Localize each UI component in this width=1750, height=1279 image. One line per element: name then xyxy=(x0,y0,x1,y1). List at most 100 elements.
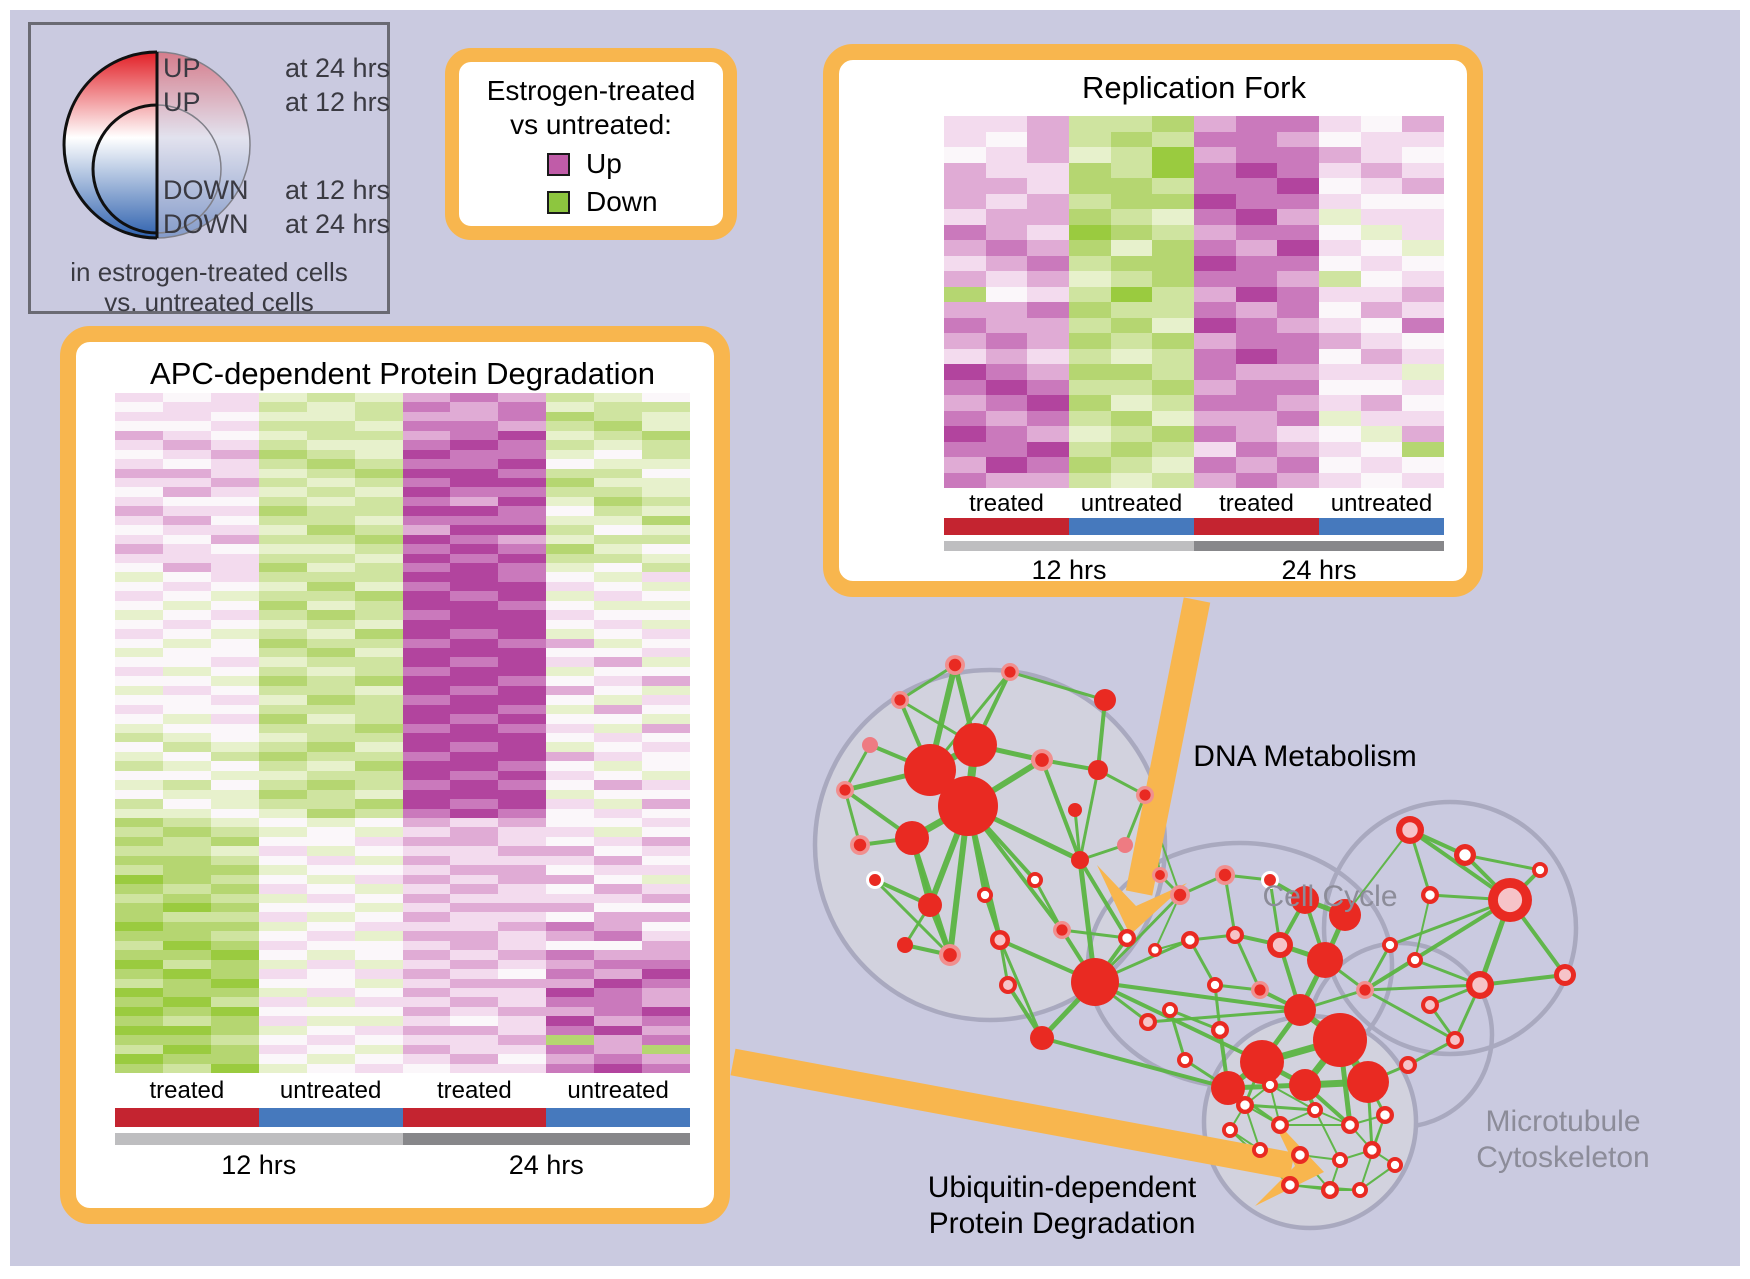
heatmap-cell xyxy=(546,742,595,752)
heatmap-cell xyxy=(450,638,499,648)
heatmap-cell xyxy=(210,789,259,800)
heatmap-cell xyxy=(450,827,499,837)
heatmap-cell xyxy=(1235,364,1278,380)
heatmap-cell xyxy=(210,931,259,941)
time-group-label: 12 hrs xyxy=(1031,555,1107,585)
heatmap-cell xyxy=(642,733,690,743)
heatmap-cell xyxy=(306,921,355,932)
heatmap-cell xyxy=(258,733,307,743)
heatmap-cell xyxy=(1110,457,1153,473)
heatmap-cell xyxy=(354,940,403,951)
heatmap-cell xyxy=(1027,178,1069,194)
heatmap-cell xyxy=(985,441,1028,457)
heatmap-cell xyxy=(594,496,643,507)
heatmap-cell xyxy=(546,836,595,847)
heatmap-cell xyxy=(1277,457,1319,473)
heatmap-cell xyxy=(258,827,307,837)
heatmap-cell xyxy=(546,1044,595,1055)
heatmap-cell xyxy=(1110,224,1153,240)
heatmap-cell xyxy=(642,648,690,658)
heatmap-cell xyxy=(115,714,163,724)
heatmap-cell xyxy=(498,496,547,507)
heatmap-cell xyxy=(1235,209,1278,225)
heatmap-cell xyxy=(162,884,211,894)
heatmap-cell xyxy=(498,818,547,828)
heatmap-cell xyxy=(258,421,307,431)
heatmap-cell xyxy=(354,893,403,903)
heatmap-cell xyxy=(210,808,259,818)
network-node-core xyxy=(1497,887,1523,913)
condition-bar-segment xyxy=(1194,518,1319,535)
heatmap-cell xyxy=(162,459,211,469)
apc-degradation-panel: APC-dependent Protein Degradation treate… xyxy=(60,326,730,1224)
heatmap-cell xyxy=(594,893,643,903)
heatmap-cell xyxy=(546,638,595,648)
network-node-core xyxy=(1450,1035,1460,1045)
heatmap-cell xyxy=(306,988,355,998)
updown-title-line1: Estrogen-treated xyxy=(486,75,696,106)
heatmap-cell xyxy=(402,610,451,620)
heatmap-cell xyxy=(1152,379,1194,395)
heatmap-cell xyxy=(115,893,163,903)
heatmap-cell xyxy=(210,959,259,970)
heatmap-cell xyxy=(594,402,643,412)
heatmap-cell xyxy=(450,591,499,601)
heatmap-cell xyxy=(354,666,403,677)
heatmap-cell xyxy=(210,714,259,724)
heatmap-cell xyxy=(1110,348,1153,364)
heatmap-cell xyxy=(1027,162,1069,178)
heatmap-cell xyxy=(306,978,355,988)
heatmap-cell xyxy=(642,393,690,403)
heatmap-cell xyxy=(162,865,211,875)
network-node xyxy=(1307,942,1343,978)
heatmap-cell xyxy=(402,676,451,686)
network-node-core xyxy=(869,874,881,886)
heatmap-cell xyxy=(354,921,403,932)
heatmap-cell xyxy=(210,563,259,573)
heatmap-cell xyxy=(1319,193,1361,209)
heatmap-cell xyxy=(354,657,403,667)
heatmap-cell xyxy=(306,666,355,677)
heatmap-cell xyxy=(498,1025,547,1036)
heatmap-cell xyxy=(944,131,986,147)
heatmap-cell xyxy=(258,468,307,478)
heatmap-cell xyxy=(1152,147,1194,163)
heatmap-cell xyxy=(1194,131,1236,147)
heatmap-cell xyxy=(594,808,643,818)
heatmap-cell xyxy=(162,648,211,658)
heatmap-cell xyxy=(450,459,499,469)
heatmap-cell xyxy=(402,638,451,648)
heatmap-cell xyxy=(1069,178,1111,194)
heatmap-cell xyxy=(944,255,986,271)
heatmap-cell xyxy=(115,818,163,828)
heatmap-cell xyxy=(1360,302,1403,318)
heatmap-cell xyxy=(594,978,643,988)
scale-caption-line1: in estrogen-treated cells xyxy=(70,257,348,287)
heatmap-cell xyxy=(1194,317,1236,333)
network-node-core xyxy=(943,948,957,962)
heatmap-cell xyxy=(210,751,259,762)
heatmap-cell xyxy=(546,751,595,762)
heatmap-cell xyxy=(115,770,163,781)
heatmap-cell xyxy=(450,685,499,696)
updown-title-line2: vs untreated: xyxy=(510,109,672,140)
network-node-core xyxy=(1143,1017,1153,1027)
heatmap-cell xyxy=(944,116,986,132)
network-edge xyxy=(1314,1109,1341,1161)
heatmap-cell xyxy=(546,714,595,724)
heatmap-cell xyxy=(594,723,643,733)
heatmap-cell xyxy=(258,534,307,545)
network-node-core xyxy=(1325,1185,1335,1195)
heatmap-cell xyxy=(354,468,403,478)
heatmap-cell xyxy=(1235,395,1278,411)
heatmap-cell xyxy=(210,884,259,894)
heatmap-cell xyxy=(450,799,499,809)
heatmap-cell xyxy=(546,591,595,601)
heatmap-cell xyxy=(115,657,163,667)
heatmap-cell xyxy=(1277,379,1319,395)
network-node-core xyxy=(1030,875,1040,885)
heatmap-cell xyxy=(642,988,690,998)
heatmap-cell xyxy=(402,421,451,431)
heatmap-cell xyxy=(1027,410,1069,426)
down-color-swatch xyxy=(547,190,570,214)
